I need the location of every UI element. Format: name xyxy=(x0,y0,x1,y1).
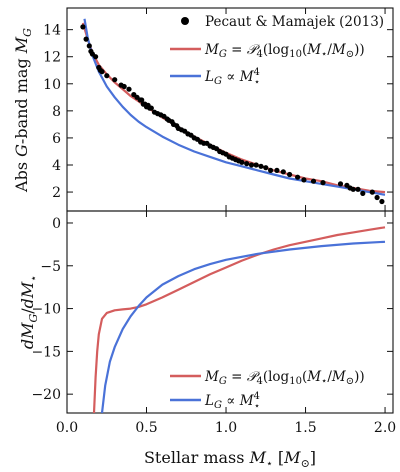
top-data-point xyxy=(301,177,307,183)
top-data-point xyxy=(253,162,259,168)
bottom-axes: 0 −5 −10 −15 −20 0.0 0.5 1.0 1.5 2.0 xyxy=(31,211,396,436)
top-data-point xyxy=(80,24,86,30)
top-data-point xyxy=(350,186,356,192)
top-data-point xyxy=(268,167,274,173)
top-data-point xyxy=(295,174,301,180)
top-data-point xyxy=(310,178,317,184)
bottom-ytick-label: 0 xyxy=(52,216,61,232)
top-data-point xyxy=(83,36,89,42)
top-data-point xyxy=(280,169,286,175)
top-data-point xyxy=(86,43,92,49)
top-data-point xyxy=(287,171,293,178)
bottom-ytick-label: −15 xyxy=(31,344,61,360)
top-data-point xyxy=(258,163,264,169)
top-data-point xyxy=(274,167,280,173)
top-data-point xyxy=(374,194,380,201)
legend-marker-pecaut xyxy=(181,17,189,25)
top-data-point xyxy=(379,198,385,205)
top-data-point xyxy=(148,105,154,111)
top-ytick-label: 10 xyxy=(43,77,61,93)
bottom-y-axis-title: dMG/dM⋆ xyxy=(18,275,40,349)
top-data-point xyxy=(126,86,132,92)
top-data-point xyxy=(320,180,326,186)
top-series-group xyxy=(80,18,386,205)
top-ytick-label: 2 xyxy=(52,185,61,201)
top-ytick-label: 8 xyxy=(52,104,61,120)
bottom-series-line-1 xyxy=(100,240,386,413)
legend2-label-poly: MG = 𝒫4(log10(M⋆/M⊙)) xyxy=(204,369,365,387)
top-data-point xyxy=(244,161,250,167)
bottom-ytick-label: −20 xyxy=(31,387,61,403)
top-ytick-label: 6 xyxy=(52,131,61,147)
bottom-xtick-label: 1.0 xyxy=(215,420,237,436)
x-axis-title: Stellar mass M⋆ [M⊙] xyxy=(144,448,316,470)
top-panel-frame xyxy=(66,7,394,212)
top-data-point xyxy=(248,162,255,168)
top-axes: 2 4 6 8 10 12 14 xyxy=(43,8,393,211)
legend-label-power: LG ∝ M4 ⋆ xyxy=(204,67,260,88)
bottom-xtick-label: 2.0 xyxy=(374,420,396,436)
top-plot-area xyxy=(80,18,386,205)
top-data-point xyxy=(263,165,269,171)
bottom-series-group xyxy=(92,226,386,413)
top-data-point xyxy=(360,190,366,196)
top-ytick-label: 4 xyxy=(52,158,61,174)
top-ytick-label: 12 xyxy=(43,50,61,66)
bottom-panel-frame xyxy=(66,210,394,414)
top-legend: Pecaut & Mamajek (2013) MG = 𝒫4(log10(M⋆… xyxy=(170,14,384,88)
top-data-point xyxy=(337,181,344,187)
top-data-point xyxy=(99,69,105,75)
top-data-point xyxy=(239,159,245,165)
top-data-point xyxy=(104,73,110,79)
top-data-point xyxy=(121,83,127,90)
top-data-point xyxy=(369,189,375,195)
legend-label-pecaut: Pecaut & Mamajek (2013) xyxy=(205,14,384,30)
legend2-label-power: LG ∝ M4 ⋆ xyxy=(204,391,260,412)
bottom-xtick-label: 1.5 xyxy=(294,420,316,436)
bottom-ytick-label: −10 xyxy=(31,302,61,318)
top-data-point xyxy=(139,97,145,103)
bottom-legend: MG = 𝒫4(log10(M⋆/M⊙)) LG ∝ M4 ⋆ xyxy=(170,369,365,412)
bottom-xtick-label: 0.0 xyxy=(56,420,78,436)
bottom-series-line-0 xyxy=(92,226,386,413)
bottom-plot-area xyxy=(92,226,386,413)
bottom-xtick-label: 0.5 xyxy=(135,420,157,436)
top-data-point xyxy=(112,77,118,83)
top-ytick-label: 14 xyxy=(43,23,61,39)
top-data-point xyxy=(93,54,99,60)
legend-label-poly: MG = 𝒫4(log10(M⋆/M⊙)) xyxy=(204,42,365,60)
top-data-point xyxy=(355,186,361,192)
bottom-ytick-label: −5 xyxy=(40,259,61,275)
top-y-axis-title: Abs G-band mag MG xyxy=(12,28,34,193)
